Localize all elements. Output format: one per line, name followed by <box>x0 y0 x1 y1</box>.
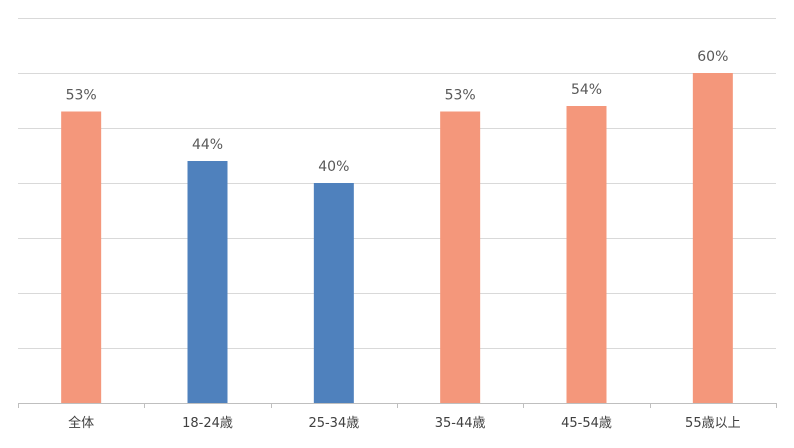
x-tick-label: 25-34歳 <box>308 416 359 431</box>
data-label: 54% <box>571 82 602 98</box>
bar <box>440 111 481 403</box>
data-label: 53% <box>66 88 97 104</box>
gridlines <box>18 18 776 349</box>
data-labels: 53% 44% 40% 53% 54% 60% <box>66 49 729 175</box>
data-label: 40% <box>318 159 349 175</box>
bar <box>692 73 733 403</box>
x-tick-label: 全体 <box>68 415 94 431</box>
bar <box>187 161 228 403</box>
bars <box>61 73 733 403</box>
x-tick-label: 18-24歳 <box>182 416 233 431</box>
bar <box>566 106 607 403</box>
x-tick-label: 35-44歳 <box>435 416 486 431</box>
data-label: 60% <box>697 49 728 65</box>
x-tick-label: 55歳以上 <box>685 416 741 431</box>
bar <box>61 111 102 403</box>
x-axis: 全体 18-24歳 25-34歳 35-44歳 45-54歳 55歳以上 <box>18 403 777 431</box>
data-label: 53% <box>445 88 476 104</box>
bar <box>313 183 354 403</box>
x-tick-label: 45-54歳 <box>561 416 612 431</box>
data-label: 44% <box>192 137 223 153</box>
